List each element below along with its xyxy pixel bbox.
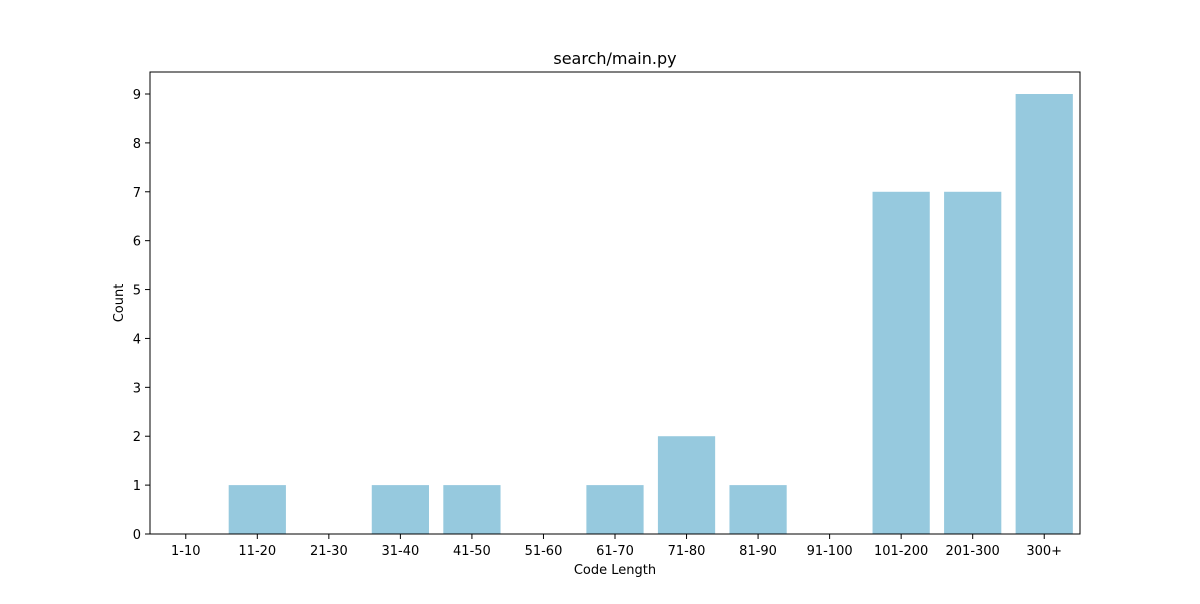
bar-71-80 bbox=[657, 436, 716, 534]
y-axis-label: Count bbox=[112, 284, 127, 323]
x-tick-label: 31-40 bbox=[381, 544, 419, 559]
bar-81-90 bbox=[729, 485, 787, 534]
bar-101-200 bbox=[872, 191, 930, 534]
x-axis: 1-10 11-20 21-30 31-40 41-50 51-60 61-70 71-80 8… bbox=[171, 534, 1062, 559]
x-tick-label: 1-10 bbox=[171, 544, 201, 559]
y-tick-label: 1 bbox=[133, 479, 141, 494]
y-tick-label: 7 bbox=[133, 186, 141, 201]
x-tick-label: 91-100 bbox=[807, 544, 853, 559]
x-tick-label: 71-80 bbox=[668, 544, 706, 559]
x-tick-label: 11-20 bbox=[238, 544, 276, 559]
x-tick-label: 81-90 bbox=[739, 544, 777, 559]
bar-300+ bbox=[1015, 94, 1073, 534]
y-axis: 0 1 2 3 4 5 6 7 8 9 bbox=[133, 88, 150, 543]
plot-frame bbox=[149, 71, 1081, 535]
y-tick-label: 9 bbox=[133, 88, 141, 103]
x-tick-label: 300+ bbox=[1026, 544, 1062, 559]
x-axis-label: Code Length bbox=[574, 563, 656, 578]
y-tick-label: 0 bbox=[133, 528, 141, 543]
bar-61-70 bbox=[586, 485, 644, 534]
x-tick-label: 21-30 bbox=[310, 544, 348, 559]
bar-41-50 bbox=[443, 485, 501, 534]
y-tick-label: 8 bbox=[133, 137, 141, 152]
bar-31-40 bbox=[371, 485, 429, 534]
x-tick-label: 41-50 bbox=[453, 544, 491, 559]
x-tick-label: 61-70 bbox=[596, 544, 634, 559]
bar-11-20 bbox=[228, 485, 286, 534]
y-tick-label: 2 bbox=[133, 430, 141, 445]
x-tick-label: 101-200 bbox=[874, 544, 928, 559]
y-tick-label: 4 bbox=[133, 332, 141, 347]
x-tick-label: 201-300 bbox=[946, 544, 1000, 559]
y-tick-label: 3 bbox=[133, 381, 141, 396]
x-tick-label: 51-60 bbox=[525, 544, 563, 559]
bars-layer bbox=[228, 94, 1073, 534]
y-tick-label: 5 bbox=[133, 284, 141, 299]
bar-201-300 bbox=[944, 191, 1002, 534]
chart-title: search/main.py bbox=[553, 49, 676, 68]
y-tick-label: 6 bbox=[133, 235, 141, 250]
